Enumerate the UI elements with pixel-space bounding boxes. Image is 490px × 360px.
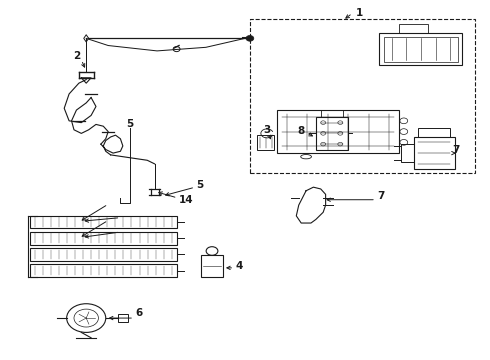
Text: 5: 5	[126, 120, 134, 129]
Bar	[379, 33, 463, 65]
Circle shape	[246, 36, 254, 41]
Bar	[401, 144, 414, 162]
Bar	[30, 232, 176, 244]
Bar	[257, 135, 274, 149]
Bar	[277, 110, 399, 153]
Bar	[30, 264, 176, 277]
Text: 3: 3	[263, 125, 270, 135]
Bar	[399, 24, 428, 33]
Text: 4: 4	[235, 261, 243, 271]
Bar	[414, 137, 455, 169]
Bar	[316, 117, 347, 149]
Text: 8: 8	[297, 126, 305, 135]
Bar	[30, 248, 176, 261]
Text: 14: 14	[179, 195, 194, 205]
Text: 1: 1	[356, 8, 364, 18]
Text: 7: 7	[453, 144, 460, 154]
Text: 5: 5	[196, 180, 203, 190]
Text: 2: 2	[73, 51, 80, 61]
Bar	[384, 37, 458, 62]
Text: 6: 6	[135, 308, 142, 318]
Bar	[250, 19, 475, 173]
Bar	[321, 110, 343, 117]
Bar	[201, 255, 223, 277]
Bar	[30, 216, 176, 228]
Bar	[418, 128, 450, 137]
Text: 7: 7	[377, 191, 384, 201]
Bar	[118, 314, 128, 322]
